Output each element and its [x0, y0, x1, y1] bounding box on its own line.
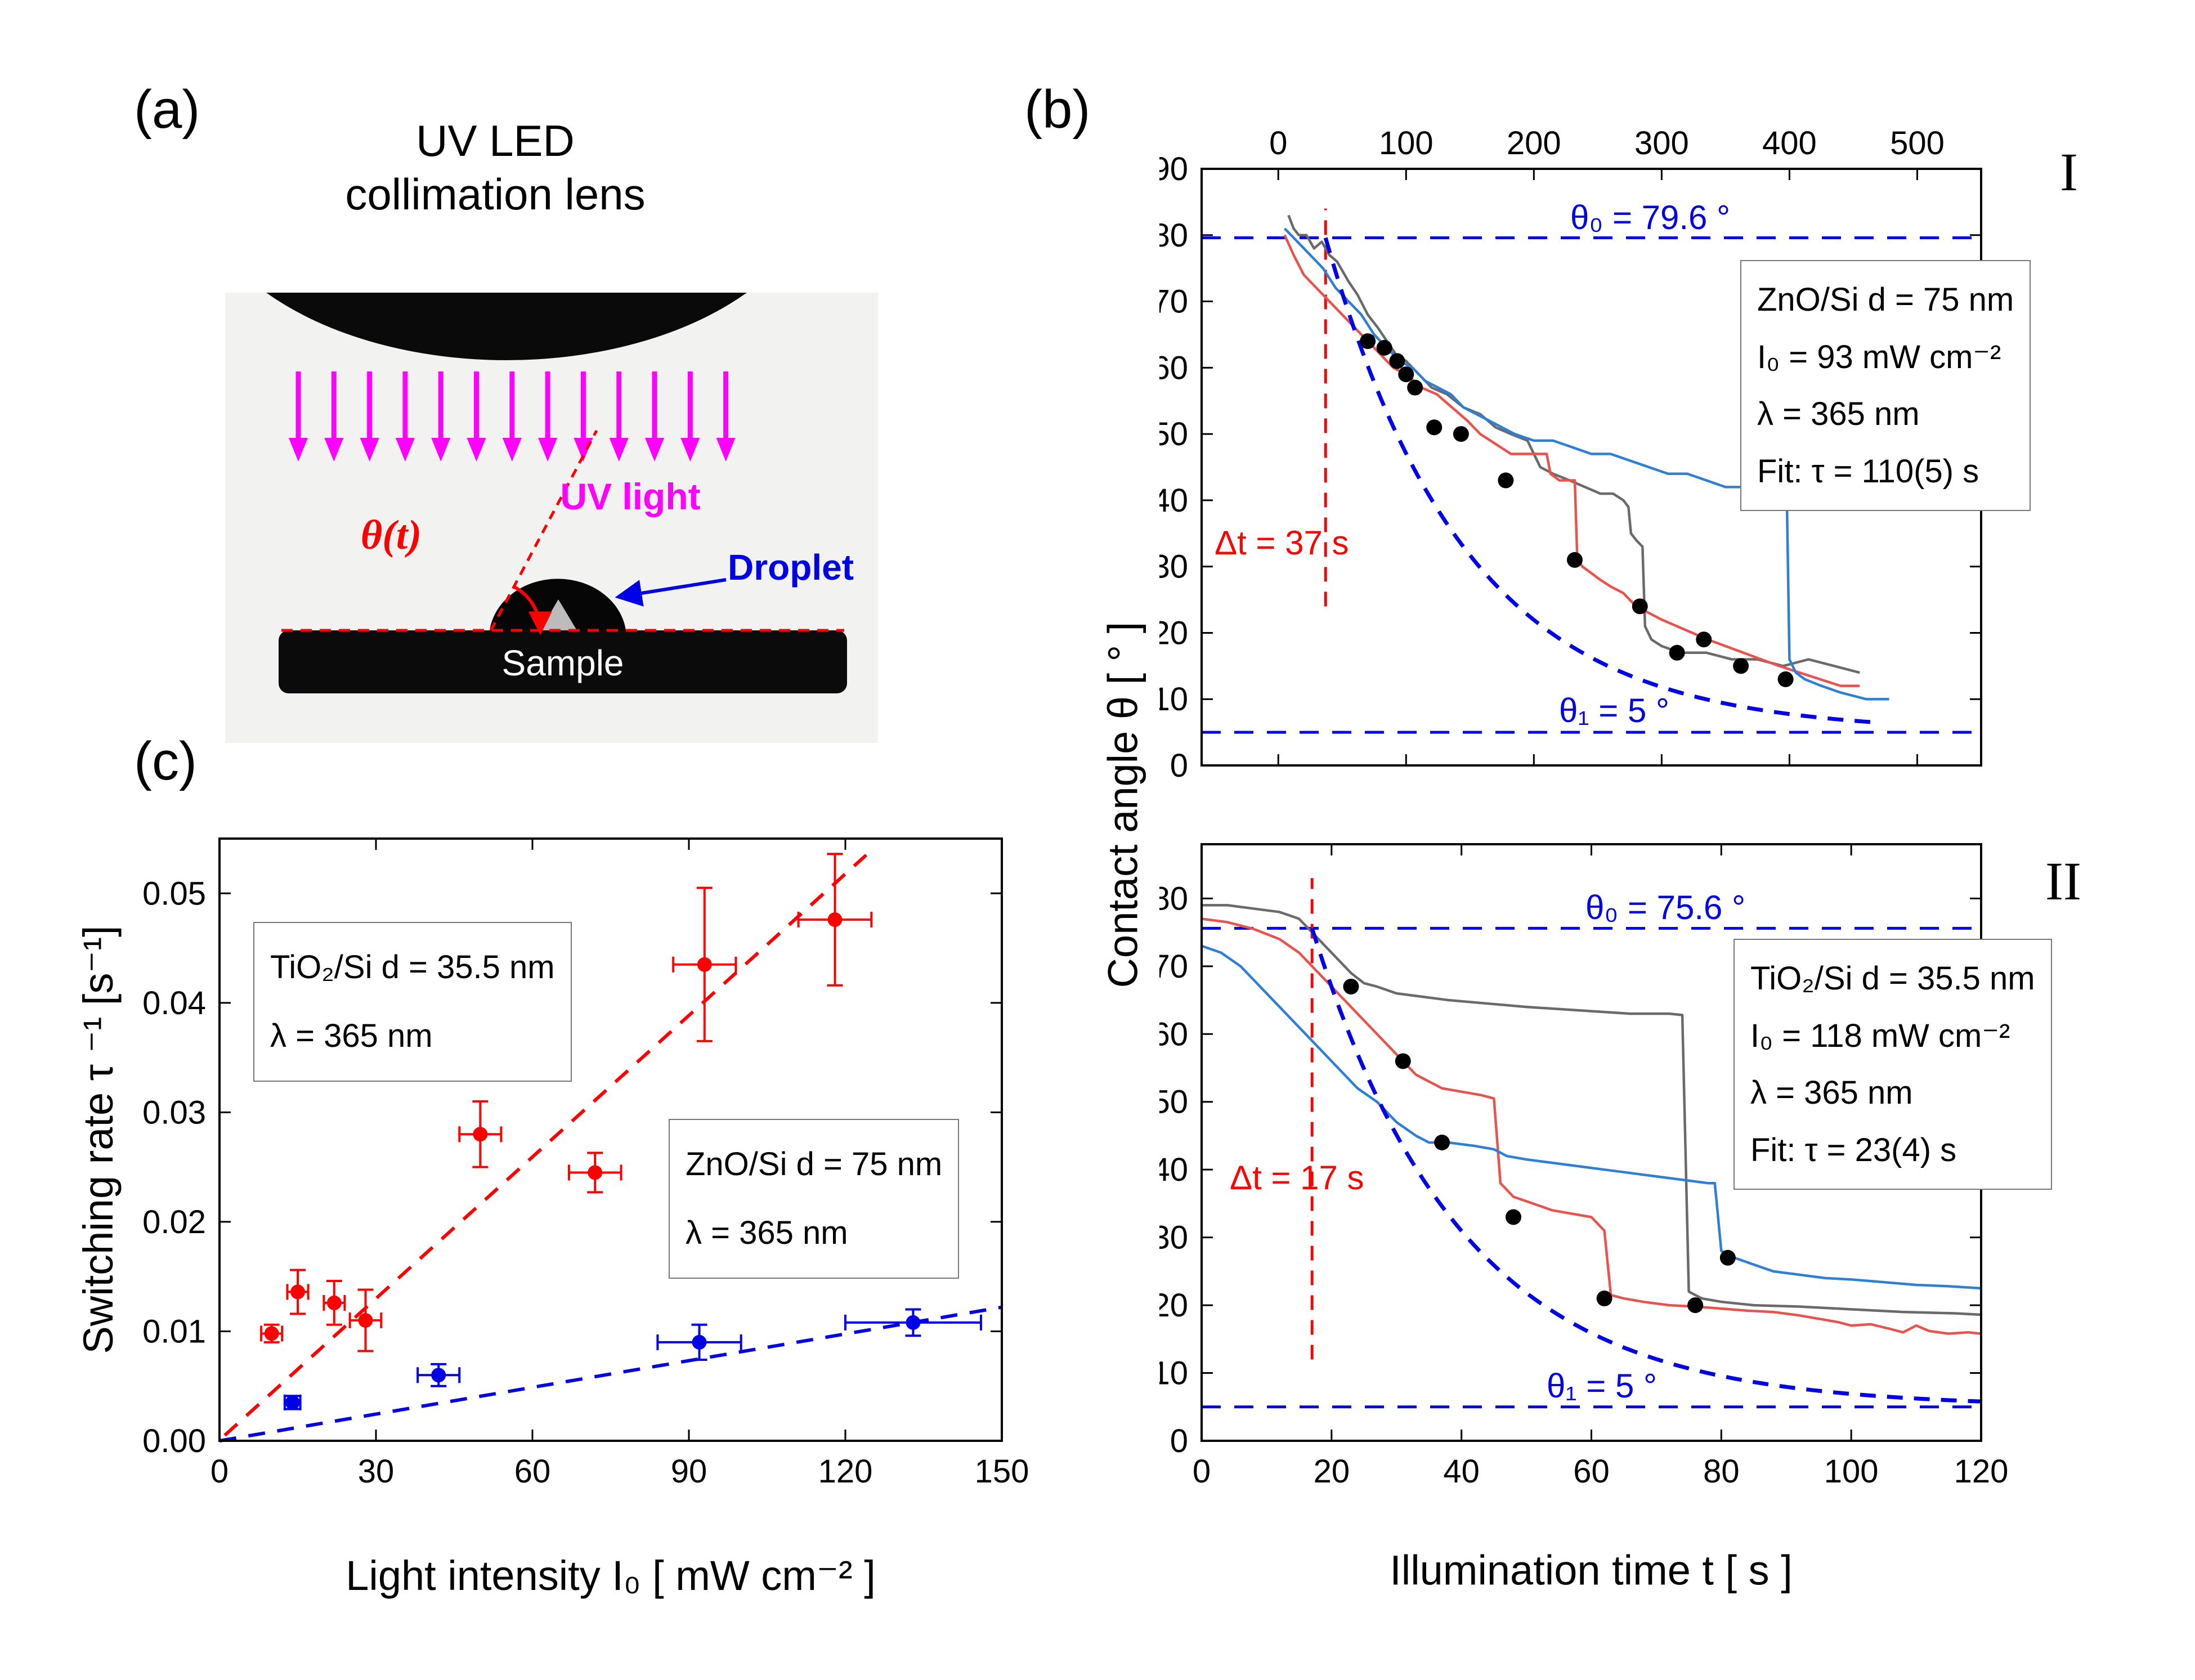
b-y-axis-title: Contact angle θ [ ° ]: [1099, 621, 1146, 988]
svg-text:30: 30: [1159, 1220, 1188, 1256]
delta-t-label-I: Δt = 37 s: [1215, 524, 1349, 562]
svg-text:10: 10: [1159, 1355, 1188, 1392]
contact-angle-plot-I: 0 100 200 300 400 500 0 10 20 30 40 50 60 70 80 90: [1159, 125, 1982, 784]
tangent-dashed-line: [489, 429, 598, 631]
svg-text:60: 60: [514, 1453, 551, 1490]
svg-text:30: 30: [358, 1453, 395, 1490]
svg-text:0.00: 0.00: [142, 1423, 206, 1459]
svg-text:50: 50: [1159, 1084, 1188, 1121]
theta-t-label: θ(t): [361, 512, 422, 558]
svg-text:40: 40: [1159, 1152, 1188, 1188]
svg-text:50: 50: [1159, 416, 1188, 453]
svg-text:500: 500: [1890, 125, 1945, 162]
legend-box-II: TiO₂/Si d = 35.5 nm I₀ = 118 mW cm⁻² λ =…: [1733, 939, 2052, 1190]
svg-text:90: 90: [671, 1453, 707, 1490]
legend-ZnO-line-1: ZnO/Si d = 75 nm: [686, 1146, 943, 1182]
svg-text:120: 120: [1954, 1453, 2009, 1490]
svg-text:40: 40: [1159, 482, 1188, 519]
legend-box-I: ZnO/Si d = 75 nm I₀ = 93 mW cm⁻² λ = 365…: [1740, 260, 2031, 511]
switching-rate-plot: 0 30 60 90 120 150 0.00 0.01 0.02 0.03 0.04 0.05: [142, 837, 1029, 1490]
svg-text:40: 40: [1443, 1453, 1480, 1490]
svg-text:80: 80: [1703, 1453, 1740, 1490]
svg-text:20: 20: [1314, 1453, 1350, 1490]
legend-I-line-1: ZnO/Si d = 75 nm: [1757, 281, 2014, 318]
svg-text:70: 70: [1159, 948, 1188, 985]
delta-t-label-II: Δt = 17 s: [1230, 1159, 1364, 1197]
droplet-pointer-arrow: [615, 578, 727, 607]
theta1-label-II: θ₁ = 5 °: [1547, 1367, 1658, 1405]
collimation-lens-title: collimation lens: [345, 169, 646, 219]
legend-I-line-3: λ = 365 nm: [1757, 396, 1920, 432]
svg-text:0: 0: [1170, 1423, 1188, 1459]
svg-text:0.02: 0.02: [142, 1204, 206, 1240]
uv-light-label: UV light: [560, 476, 700, 517]
contact-angle-arc: [513, 585, 552, 635]
svg-text:80: 80: [1159, 217, 1188, 254]
collimation-lens-shape: [266, 293, 747, 360]
theta0-label-II: θ₀ = 75.6 °: [1579, 888, 1753, 927]
legend-I-line-2: I₀ = 93 mW cm⁻²: [1757, 338, 2001, 375]
svg-text:0.03: 0.03: [142, 1094, 206, 1131]
theta0-label-I: θ₀ = 79.6 °: [1570, 199, 1731, 236]
legend-box-ZnO: ZnO/Si d = 75 nm λ = 365 nm: [669, 1119, 960, 1279]
svg-text:150: 150: [975, 1453, 1029, 1490]
uv-led-title: UV LED: [416, 116, 575, 165]
legend-I-line-4: Fit: τ = 110(5) s: [1757, 453, 1979, 490]
svg-text:200: 200: [1507, 125, 1561, 162]
sample-label: Sample: [502, 643, 624, 683]
panel-c-label: (c): [134, 731, 197, 791]
legend-TiO2-line-1: TiO₂/Si d = 35.5 nm: [270, 949, 555, 985]
svg-text:20: 20: [1159, 615, 1188, 651]
svg-text:0: 0: [1170, 747, 1188, 784]
plot-I-numeral: I: [2060, 142, 2078, 202]
c-y-axis-title: Switching rate τ ⁻¹ [s⁻¹]: [75, 925, 122, 1354]
svg-text:400: 400: [1762, 125, 1817, 162]
svg-text:0.05: 0.05: [142, 875, 206, 912]
svg-text:100: 100: [1379, 125, 1434, 162]
svg-text:30: 30: [1159, 549, 1188, 585]
svg-text:80: 80: [1159, 880, 1188, 917]
panel-b-label: (b): [1024, 79, 1091, 140]
legend-II-line-1: TiO₂/Si d = 35.5 nm: [1750, 960, 2035, 997]
svg-text:60: 60: [1159, 1016, 1188, 1052]
svg-text:120: 120: [818, 1453, 873, 1490]
uv-light-arrows: [289, 371, 736, 462]
legend-TiO2-line-2: λ = 365 nm: [270, 1017, 433, 1054]
svg-text:0: 0: [1269, 125, 1287, 162]
panel-a-label: (a): [134, 79, 200, 140]
setup-photo: UV light θ(t) Droplet Sample: [225, 293, 878, 743]
svg-text:0.04: 0.04: [142, 985, 206, 1022]
theta1-label-I: θ₁ = 5 °: [1559, 692, 1670, 729]
b-x-axis-title: Illumination time t [ s ]: [1390, 1547, 1793, 1594]
sample-bar: [279, 630, 847, 693]
c-x-axis-title: Light intensity I₀ [ mW cm⁻² ]: [346, 1552, 876, 1599]
svg-text:0: 0: [1193, 1453, 1211, 1490]
legend-ZnO-line-2: λ = 365 nm: [686, 1214, 848, 1251]
contact-angle-plot-II: 0 20 40 60 80 100 120 0 10 20 30 40 50 60 70 80: [1159, 843, 2009, 1490]
svg-text:0.01: 0.01: [142, 1313, 206, 1350]
legend-II-line-3: λ = 365 nm: [1750, 1074, 1913, 1111]
svg-text:60: 60: [1159, 350, 1188, 386]
svg-text:0: 0: [210, 1453, 229, 1490]
droplet-label: Droplet: [728, 547, 854, 588]
legend-box-TiO2: TiO₂/Si d = 35.5 nm λ = 365 nm: [253, 922, 572, 1082]
svg-text:300: 300: [1634, 125, 1689, 162]
svg-text:100: 100: [1824, 1453, 1879, 1490]
svg-text:70: 70: [1159, 284, 1188, 320]
legend-II-line-4: Fit: τ = 23(4) s: [1750, 1131, 1957, 1168]
plot-II-numeral: II: [2045, 851, 2081, 911]
legend-II-line-2: I₀ = 118 mW cm⁻²: [1750, 1017, 2010, 1054]
svg-text:20: 20: [1159, 1287, 1188, 1324]
svg-text:90: 90: [1159, 151, 1188, 187]
svg-text:10: 10: [1159, 681, 1188, 718]
svg-text:60: 60: [1573, 1453, 1610, 1490]
